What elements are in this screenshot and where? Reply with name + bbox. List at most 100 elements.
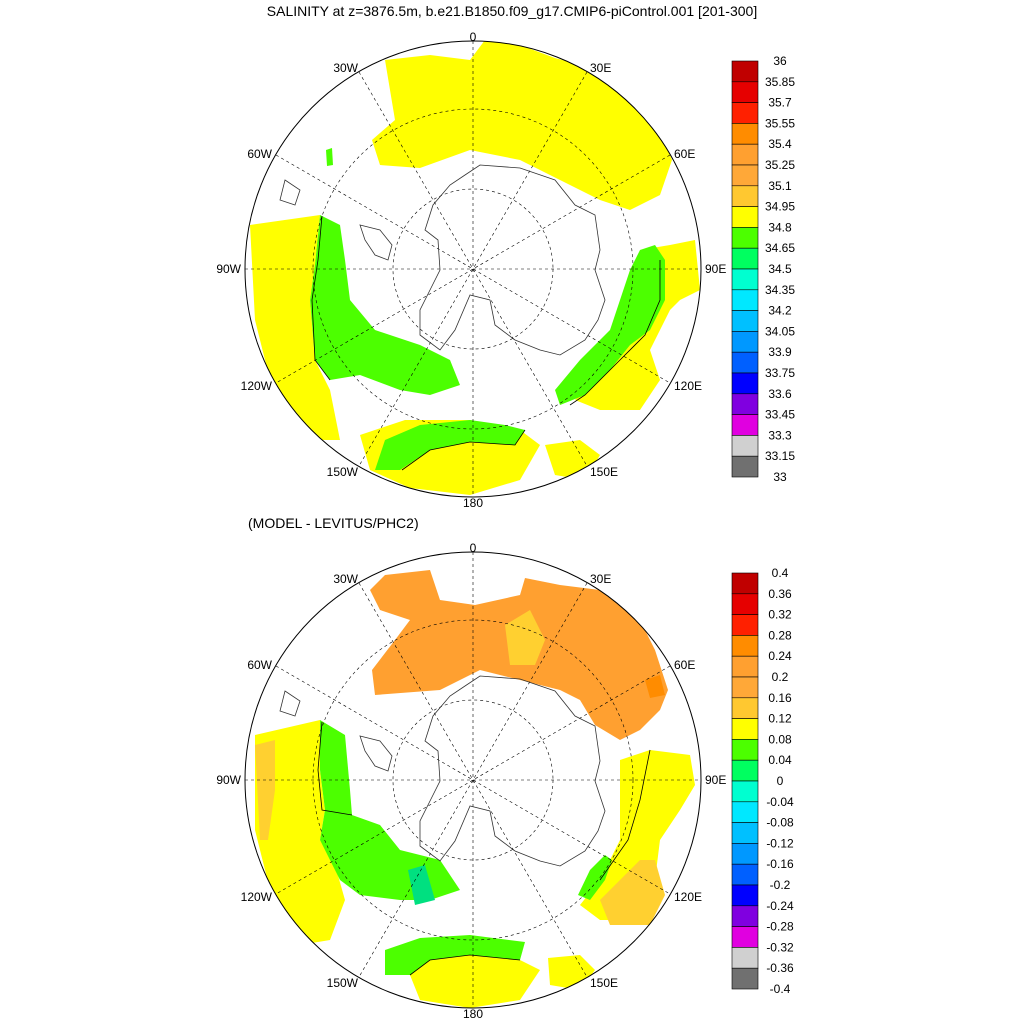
difference-colorbar-swatch bbox=[731, 905, 759, 927]
salinity-colorbar-tick-label: 34.95 bbox=[765, 200, 795, 214]
difference-peninsula-outline bbox=[279, 690, 393, 772]
difference-colorbar-tick-label: 0.08 bbox=[768, 732, 792, 746]
salinity-region-green-south bbox=[375, 420, 525, 470]
salinity-colorbar-tick-label: 36 bbox=[773, 54, 787, 68]
salinity-contour-west bbox=[311, 215, 331, 381]
salinity-colorbar-tick-label: 33.75 bbox=[765, 366, 795, 380]
map2-label-30w: 30W bbox=[333, 572, 358, 586]
map1-label-180: 180 bbox=[463, 496, 483, 510]
salinity-colorbar-tick-label: 35.55 bbox=[765, 116, 795, 130]
difference-contour-south bbox=[409, 954, 521, 976]
difference-map-graticule bbox=[245, 552, 701, 1008]
map1-label-120w: 120W bbox=[241, 379, 273, 393]
difference-region-green-south bbox=[385, 935, 525, 975]
salinity-colorbar-tick-label: 33.6 bbox=[768, 387, 792, 401]
salinity-contour-east bbox=[569, 260, 661, 406]
salinity-colorbar-swatch bbox=[731, 393, 759, 415]
map2-label-120e: 120E bbox=[674, 890, 702, 904]
salinity-colorbar-swatch bbox=[731, 143, 759, 166]
difference-colorbar-tick-label: -0.08 bbox=[766, 816, 794, 830]
salinity-colorbar-swatch bbox=[731, 414, 759, 436]
salinity-region-green-west bbox=[310, 215, 460, 395]
difference-colorbar-swatch bbox=[731, 947, 759, 969]
map2-label-120w: 120W bbox=[241, 890, 273, 904]
salinity-colorbar-swatch bbox=[731, 331, 759, 353]
difference-region-gold-patch bbox=[505, 610, 545, 665]
salinity-colorbar-tick-label: 33.45 bbox=[765, 408, 795, 422]
difference-colorbar-swatch bbox=[731, 926, 759, 948]
difference-colorbar-tick-label: 0.32 bbox=[768, 608, 792, 622]
map2-label-90w: 90W bbox=[216, 773, 241, 787]
difference-colorbar-tick-label: -0.32 bbox=[766, 940, 794, 954]
salinity-map-border bbox=[244, 40, 702, 498]
difference-colorbar-tick-label: 0.12 bbox=[768, 712, 792, 726]
difference-colorbar-tick-label: -0.24 bbox=[766, 899, 794, 913]
map1-label-60e: 60E bbox=[674, 147, 695, 161]
difference-colorbar-tick-label: 0.2 bbox=[772, 670, 789, 684]
salinity-colorbar-swatch bbox=[731, 247, 759, 270]
difference-region-teal-patch bbox=[408, 865, 435, 905]
difference-region-yellow-west bbox=[255, 720, 345, 945]
salinity-colorbar-swatch bbox=[731, 351, 759, 374]
salinity-colorbar-swatch bbox=[731, 60, 759, 83]
difference-colorbar-swatch bbox=[731, 822, 759, 844]
difference-map-border bbox=[244, 551, 702, 1009]
salinity-colorbar-tick-label: 35.25 bbox=[765, 158, 795, 172]
difference-colorbar-swatch bbox=[731, 967, 759, 990]
difference-colorbar-swatch bbox=[731, 697, 759, 719]
salinity-colorbar-swatch bbox=[731, 227, 759, 249]
salinity-colorbar-tick-label: 34.2 bbox=[768, 304, 792, 318]
difference-colorbar-swatch bbox=[731, 863, 759, 886]
salinity-colorbar-swatch bbox=[731, 372, 759, 395]
salinity-colorbar-tick-label: 33 bbox=[773, 470, 787, 484]
salinity-colorbar-swatch bbox=[731, 206, 759, 228]
difference-region-yellow-south bbox=[410, 955, 540, 1008]
difference-colorbar-tick-label: 0.04 bbox=[768, 753, 792, 767]
salinity-antarctica-coastline bbox=[419, 164, 606, 356]
salinity-map-graticule bbox=[245, 41, 701, 497]
difference-region-gold-east bbox=[600, 860, 665, 925]
difference-colorbar-swatch bbox=[731, 655, 759, 678]
difference-colorbar: 0.4 0.36 0.32 0.28 0.24 0.2 0.16 0.12 0.08 0.04 0 -… bbox=[731, 566, 794, 996]
map1-label-30e: 30E bbox=[590, 61, 611, 75]
difference-region-green-west bbox=[320, 720, 460, 900]
salinity-colorbar-tick-label: 34.5 bbox=[768, 262, 792, 276]
map2-label-60e: 60E bbox=[674, 658, 695, 672]
salinity-contour-south bbox=[401, 429, 526, 471]
difference-colorbar-tick-label: -0.16 bbox=[766, 857, 794, 871]
map2-label-150e: 150E bbox=[590, 976, 618, 990]
salinity-colorbar-swatch bbox=[731, 268, 759, 291]
difference-region-gold-west bbox=[255, 740, 275, 840]
salinity-peninsula-outline bbox=[279, 179, 393, 261]
difference-contour-west bbox=[317, 721, 353, 816]
map2-label-60w: 60W bbox=[247, 658, 272, 672]
difference-colorbar-swatch bbox=[731, 593, 759, 615]
difference-colorbar-tick-label: -0.28 bbox=[766, 920, 794, 934]
difference-colorbar-swatch bbox=[731, 759, 759, 782]
salinity-colorbar-swatch bbox=[731, 289, 759, 311]
difference-colorbar-tick-label: -0.36 bbox=[766, 961, 794, 975]
salinity-colorbar-swatch bbox=[731, 102, 759, 124]
difference-region-yellow-east bbox=[580, 750, 695, 920]
map1-label-150w: 150W bbox=[327, 465, 359, 479]
salinity-region-green-east bbox=[555, 245, 665, 405]
salinity-colorbar-swatch bbox=[731, 123, 759, 145]
difference-colorbar-tick-label: -0.12 bbox=[766, 836, 794, 850]
salinity-colorbar-tick-label: 33.9 bbox=[768, 345, 792, 359]
salinity-colorbar-tick-label: 35.1 bbox=[768, 179, 792, 193]
salinity-colorbar: 36 35.85 35.7 35.55 35.4 35.25 35.1 34.95 34.8 34… bbox=[731, 54, 795, 484]
salinity-colorbar-swatch bbox=[731, 185, 759, 207]
salinity-colorbar-tick-label: 35.85 bbox=[765, 75, 795, 89]
difference-colorbar-tick-label: 0 bbox=[777, 774, 784, 788]
difference-region-dark-orange-patch bbox=[645, 675, 665, 698]
salinity-map-fields bbox=[250, 41, 700, 495]
map2-label-150w: 150W bbox=[327, 976, 359, 990]
salinity-colorbar-swatch bbox=[731, 435, 759, 457]
figure-title: SALINITY at z=3876.5m, b.e21.B1850.f09_g… bbox=[266, 3, 758, 19]
salinity-colorbar-tick-label: 35.4 bbox=[768, 137, 792, 151]
salinity-map: 0 180 30W 30E 60W 60E 90W 90E 120W 120E … bbox=[216, 30, 726, 510]
difference-region-green-east bbox=[578, 855, 612, 900]
salinity-colorbar-swatch bbox=[731, 164, 759, 187]
map2-label-0: 0 bbox=[470, 541, 477, 555]
